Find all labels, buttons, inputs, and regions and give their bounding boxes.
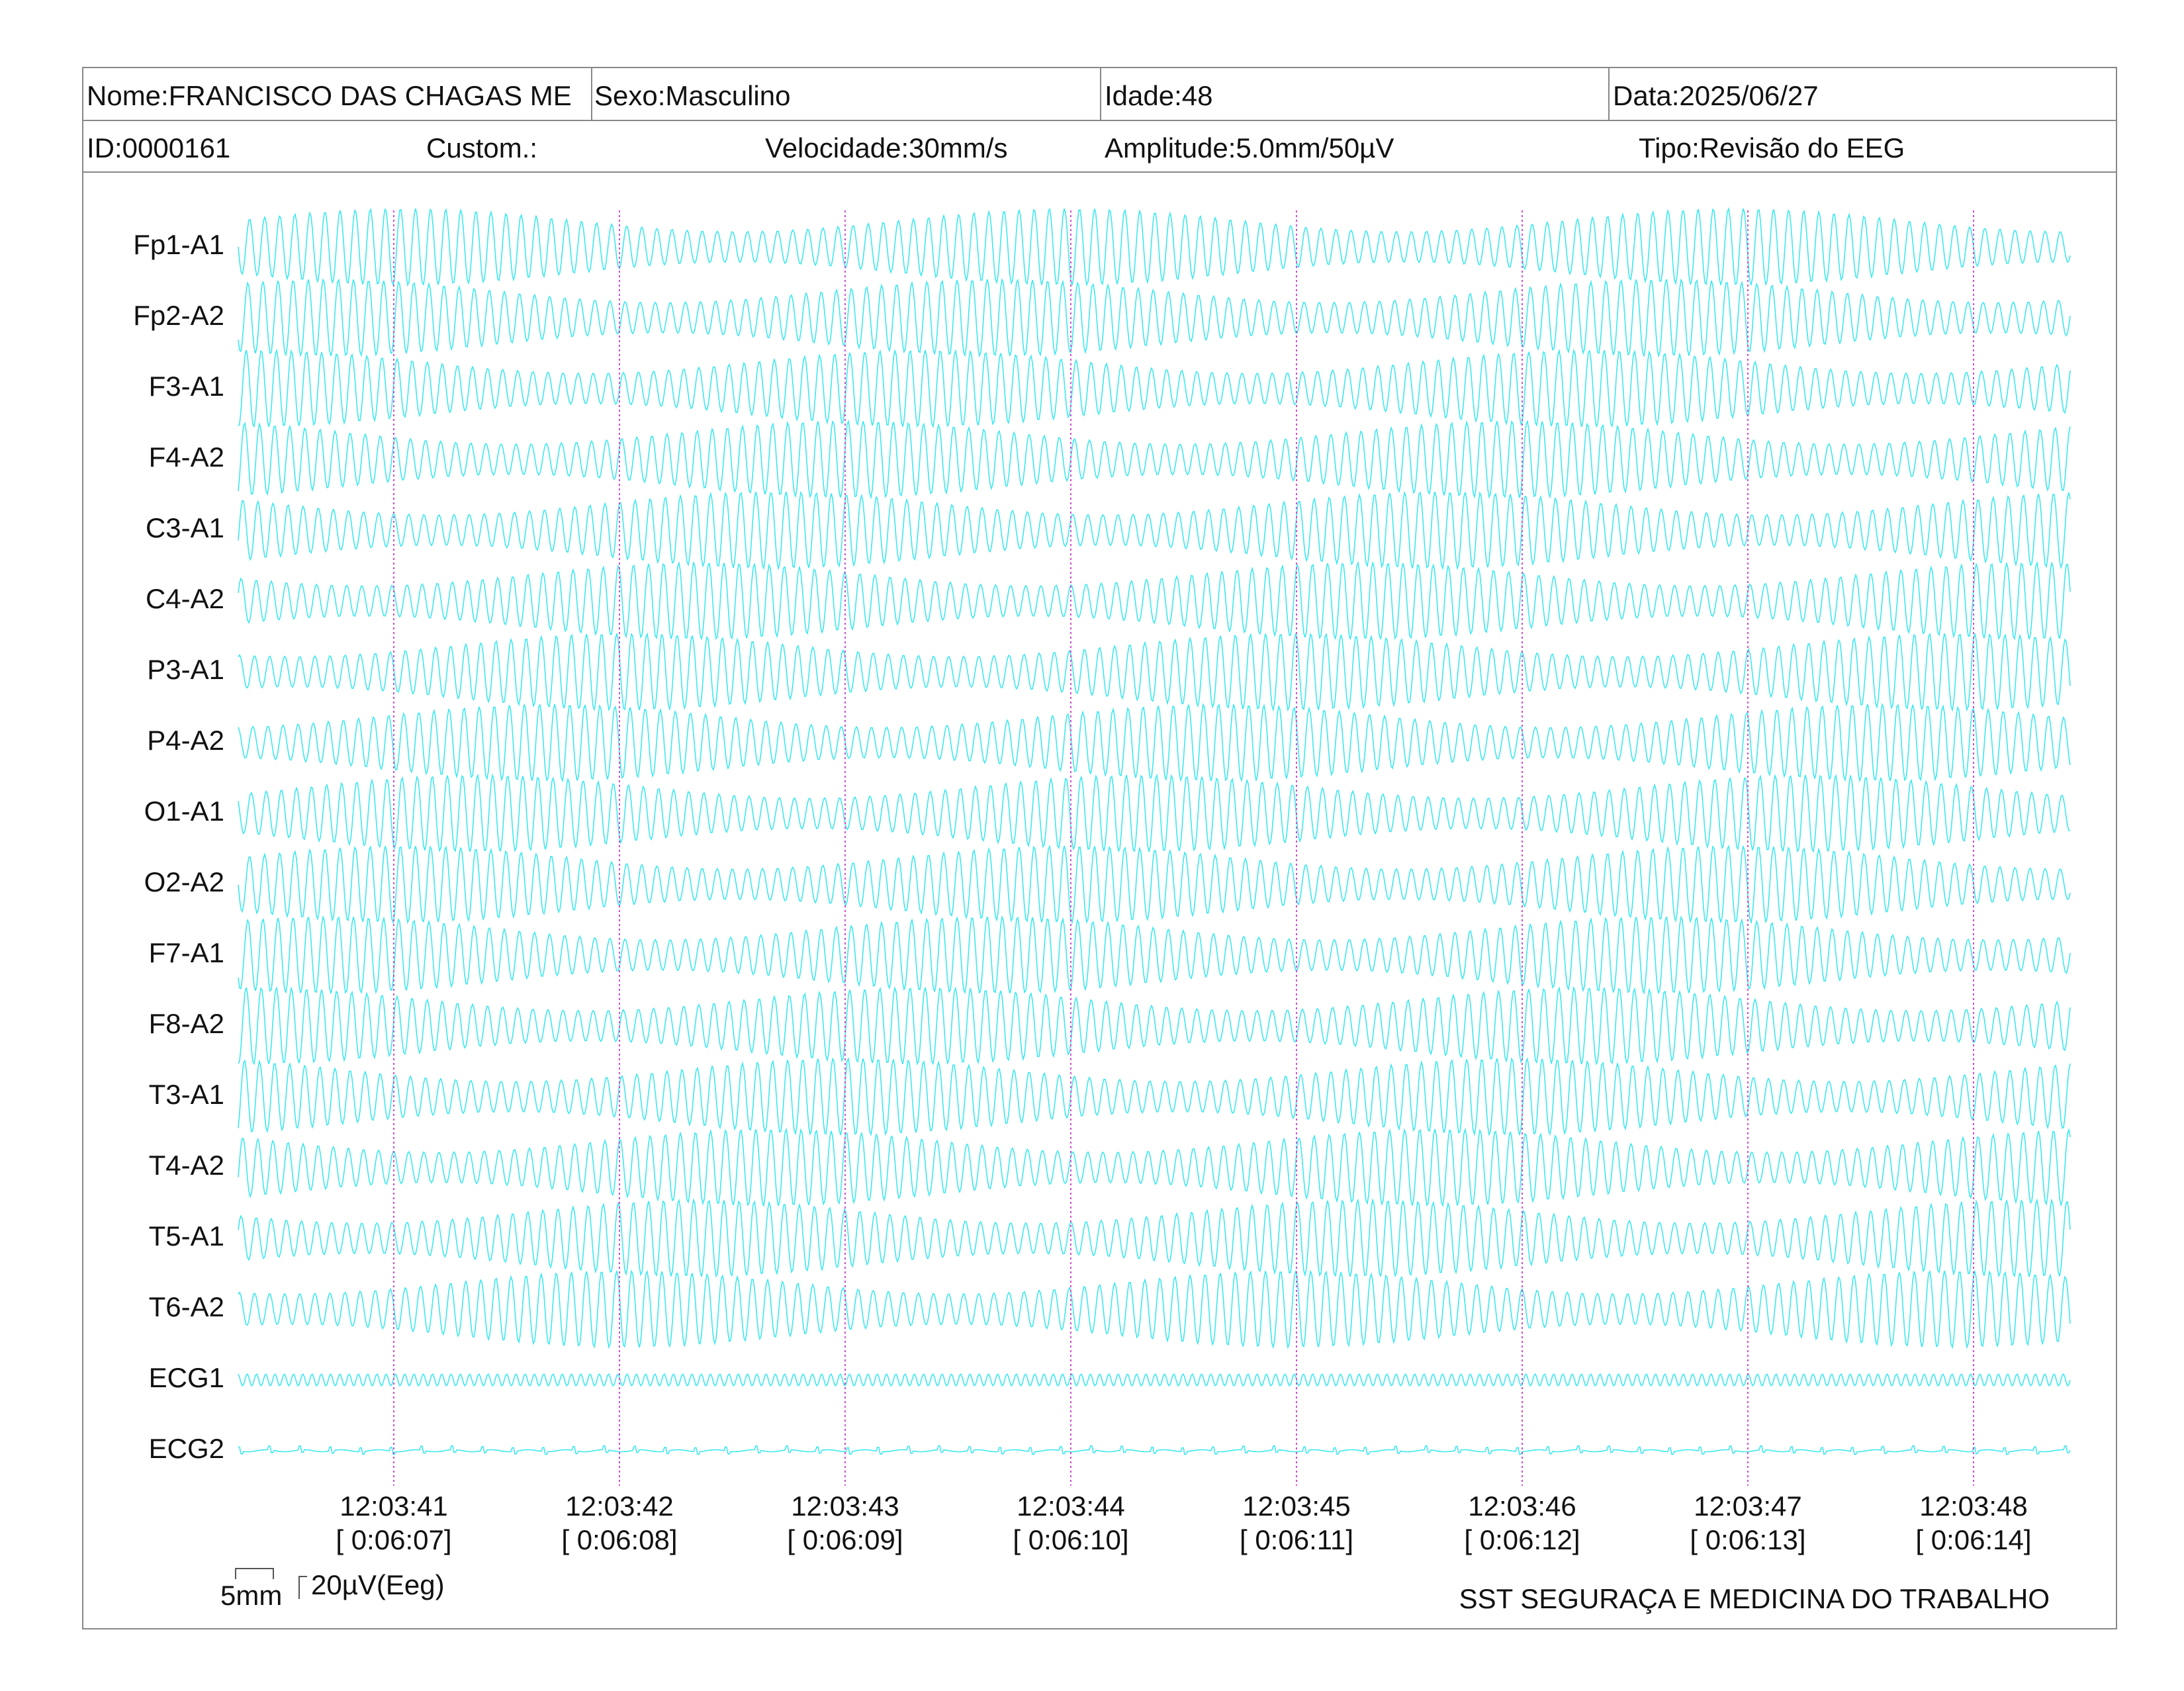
- channel-label: T4-A2: [149, 1150, 224, 1181]
- channel-label: F8-A2: [149, 1008, 224, 1039]
- scale-amplitude-bar: [298, 1576, 307, 1599]
- trace: [238, 1198, 2071, 1278]
- frame: [82, 67, 2117, 1629]
- channel-label: T6-A2: [149, 1291, 224, 1322]
- sex: Sexo:Masculino: [594, 80, 790, 111]
- trace: [238, 915, 2071, 995]
- trace: [238, 773, 2071, 853]
- channel-label: C3-A1: [146, 512, 224, 543]
- channel-label: P4-A2: [147, 725, 224, 756]
- channel-label: F4-A2: [149, 441, 224, 473]
- channel-label: Fp2-A2: [133, 300, 224, 331]
- custom: Custom.:: [426, 132, 537, 163]
- channel-label: C4-A2: [146, 583, 224, 614]
- trace: [238, 702, 2071, 783]
- trace: [238, 1373, 2071, 1387]
- time-clock: 12:03:47: [1694, 1490, 1802, 1522]
- time-elapsed: [ 0:06:14]: [1915, 1524, 2031, 1555]
- trace: [238, 348, 2071, 428]
- name: Nome:FRANCISCO DAS CHAGAS ME: [87, 80, 572, 111]
- trace: [238, 278, 2071, 358]
- channel-label: ECG2: [149, 1433, 224, 1464]
- date: Data:2025/06/27: [1613, 80, 1819, 111]
- trace: [238, 1445, 2071, 1455]
- time-elapsed: [ 0:06:12]: [1464, 1524, 1580, 1555]
- time-elapsed: [ 0:06:11]: [1240, 1524, 1353, 1555]
- channel-label: T3-A1: [149, 1079, 224, 1110]
- id: ID:0000161: [87, 132, 230, 163]
- trace: [238, 561, 2071, 641]
- time-elapsed: [ 0:06:10]: [1013, 1524, 1128, 1555]
- channel-label: ECG1: [149, 1362, 224, 1393]
- trace: [238, 845, 2071, 925]
- speed: Velocidade:30mm/s: [765, 132, 1008, 163]
- amplitude: Amplitude:5.0mm/50µV: [1105, 132, 1394, 163]
- channel-label: F7-A1: [149, 937, 224, 968]
- time-clock: 12:03:48: [1919, 1490, 2028, 1522]
- channel-label: F3-A1: [149, 371, 224, 402]
- trace: [238, 985, 2071, 1066]
- time-elapsed: [ 0:06:08]: [561, 1524, 677, 1555]
- trace: [238, 1127, 2071, 1208]
- trace: [238, 1057, 2071, 1137]
- channel-label: Fp1-A1: [133, 229, 224, 260]
- trace: [238, 1269, 2071, 1349]
- trace: [238, 419, 2071, 500]
- scale-length: 5mm: [220, 1580, 282, 1611]
- scale-amplitude: 20µV(Eeg): [311, 1569, 445, 1600]
- time-elapsed: [ 0:06:13]: [1690, 1524, 1805, 1555]
- channel-label: T5-A1: [149, 1220, 224, 1252]
- scale-length-bar: [235, 1568, 274, 1579]
- channel-label: O2-A2: [144, 866, 224, 897]
- time-clock: 12:03:42: [565, 1490, 674, 1522]
- time-clock: 12:03:43: [791, 1490, 899, 1522]
- trace: [238, 206, 2071, 287]
- time-clock: 12:03:44: [1017, 1490, 1125, 1522]
- trace: [238, 632, 2071, 712]
- channel-label: O1-A1: [144, 796, 224, 827]
- time-clock: 12:03:45: [1242, 1490, 1351, 1522]
- trace: [238, 490, 2071, 571]
- time-clock: 12:03:46: [1468, 1490, 1576, 1522]
- traces: [238, 206, 2071, 1455]
- time-elapsed: [ 0:06:09]: [787, 1524, 903, 1555]
- age: Idade:48: [1105, 80, 1213, 111]
- channel-label: P3-A1: [147, 654, 224, 685]
- time-clock: 12:03:41: [340, 1490, 448, 1522]
- type: Tipo:Revisão do EEG: [1639, 132, 1905, 163]
- time-elapsed: [ 0:06:07]: [336, 1524, 451, 1555]
- footer: SST SEGURAÇA E MEDICINA DO TRABALHO: [1459, 1583, 2050, 1614]
